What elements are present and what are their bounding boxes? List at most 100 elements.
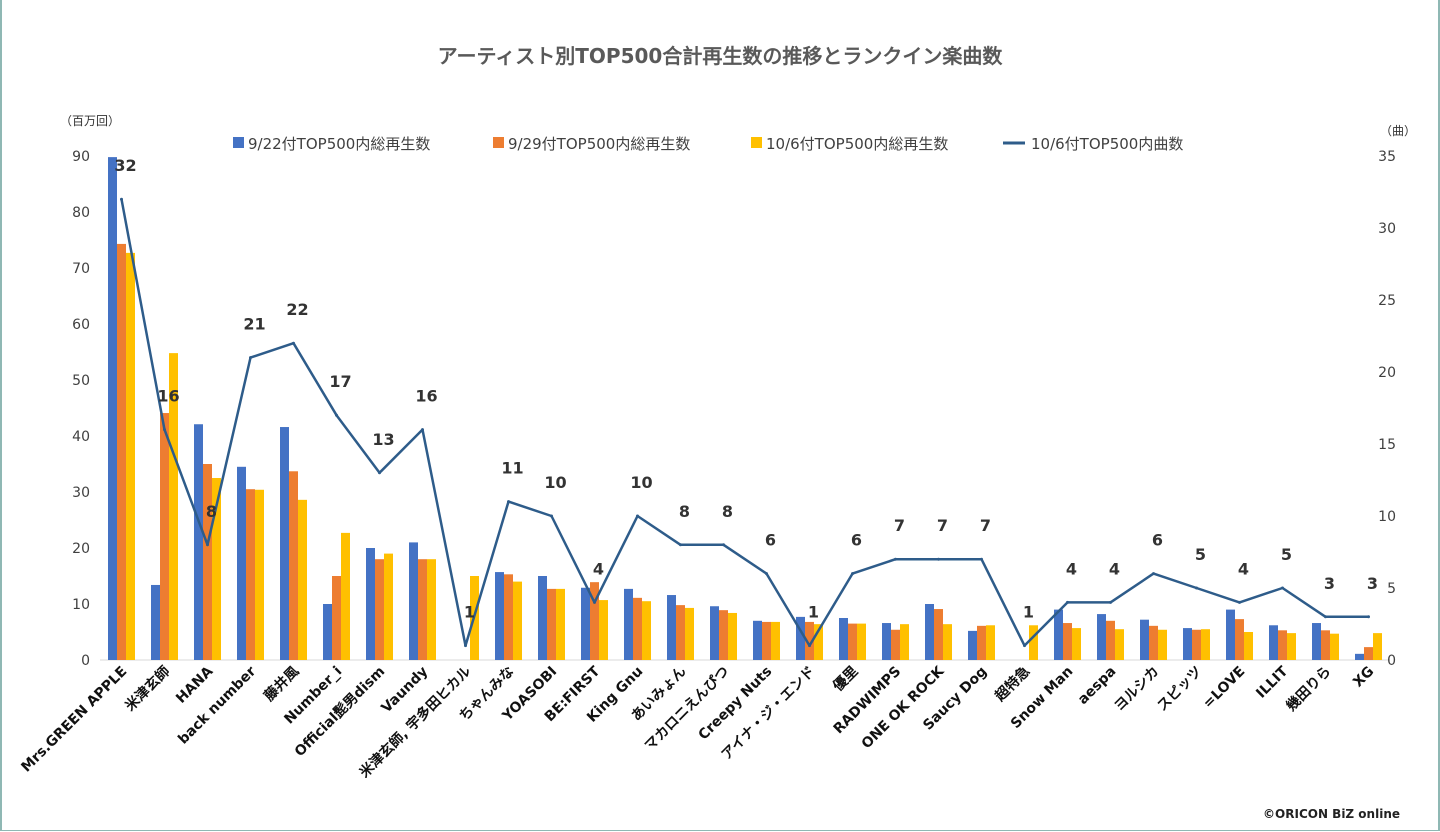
line-point: [163, 428, 166, 432]
category-label: 米津玄師: [122, 663, 174, 715]
left-tick-label: 10: [72, 597, 90, 613]
bar: [642, 601, 651, 660]
bar: [1235, 619, 1244, 660]
bar: [968, 630, 977, 660]
bar: [685, 607, 694, 660]
line-point: [937, 557, 940, 561]
data-label: 8: [722, 502, 733, 521]
line-point: [507, 500, 510, 504]
data-label: 1: [808, 603, 819, 622]
right-tick-label: 35: [1378, 149, 1396, 165]
data-label: 4: [593, 559, 604, 578]
category-label: スピッツ: [1154, 664, 1205, 715]
bar: [341, 532, 350, 660]
category-label: Creepy Nuts: [695, 664, 775, 744]
category-label: ヨルシカ: [1111, 664, 1162, 715]
bar: [925, 604, 934, 660]
bar: [581, 587, 590, 660]
bar: [676, 605, 685, 660]
line-point: [1023, 644, 1026, 648]
bar: [169, 353, 178, 660]
legend-label: 10/6付TOP500内曲数: [1031, 135, 1183, 153]
bars: [108, 157, 1382, 661]
right-tick-label: 25: [1378, 293, 1396, 309]
bar: [1201, 629, 1210, 660]
bar: [384, 553, 393, 660]
bar: [375, 559, 384, 660]
right-tick-label: 15: [1378, 437, 1396, 453]
line-point: [679, 543, 682, 547]
bar: [1158, 629, 1167, 660]
bar: [599, 600, 608, 660]
line-point: [421, 428, 424, 432]
bar: [1373, 633, 1382, 660]
data-label: 7: [937, 516, 948, 535]
bar: [151, 584, 160, 660]
bar: [547, 588, 556, 660]
line-point: [722, 543, 725, 547]
bar: [1140, 619, 1149, 660]
bar: [943, 624, 952, 660]
data-label: 22: [286, 300, 308, 319]
left-tick-label: 60: [72, 317, 90, 333]
data-label: 13: [372, 430, 394, 449]
line-point: [894, 557, 897, 561]
bar: [1312, 623, 1321, 660]
bar: [108, 157, 117, 660]
bar: [753, 620, 762, 660]
line-point: [1238, 600, 1241, 604]
category-label: Mrs.GREEN APPLE: [18, 664, 130, 776]
bar: [427, 559, 436, 660]
legend-label: 10/6付TOP500内総再生数: [766, 135, 948, 153]
data-label: 32: [114, 156, 136, 175]
category-label: 幾田りら: [1283, 663, 1335, 715]
data-label: 17: [329, 372, 351, 391]
bar: [710, 606, 719, 660]
bar: [1106, 620, 1115, 660]
bar: [1063, 623, 1072, 660]
bar: [1192, 629, 1201, 660]
data-label: 8: [206, 502, 217, 521]
line-point: [980, 557, 983, 561]
line-point: [1066, 600, 1069, 604]
data-label: 6: [765, 531, 776, 550]
category-label: ILLIT: [1253, 663, 1291, 701]
category-label: 藤井風: [261, 663, 303, 705]
data-label: 7: [894, 516, 905, 535]
data-label: 5: [1281, 545, 1292, 564]
bar: [409, 542, 418, 660]
bar: [237, 466, 246, 660]
left-tick-label: 50: [72, 373, 90, 389]
data-label: 21: [243, 315, 265, 334]
bar: [762, 621, 771, 660]
data-label: 16: [157, 387, 179, 406]
bar: [246, 489, 255, 660]
bar: [160, 413, 169, 660]
bar: [1115, 629, 1124, 660]
bar: [667, 595, 676, 660]
legend-swatch: [751, 137, 762, 148]
left-axis-unit: （百万回）: [60, 114, 120, 128]
bar: [882, 623, 891, 660]
line-point: [120, 197, 123, 201]
line-point: [249, 356, 252, 360]
right-tick-label: 5: [1387, 581, 1396, 597]
left-tick-label: 90: [72, 149, 90, 165]
bar: [495, 572, 504, 660]
right-tick-label: 10: [1378, 509, 1396, 525]
bar: [1226, 609, 1235, 660]
data-label: 3: [1367, 574, 1378, 593]
legend-swatch: [493, 137, 504, 148]
line-point: [593, 600, 596, 604]
bar: [1149, 625, 1158, 660]
bar: [538, 576, 547, 660]
bar: [418, 559, 427, 660]
legend-swatch: [233, 137, 244, 148]
data-label: 10: [544, 473, 566, 492]
category-label: =LOVE: [1200, 664, 1248, 712]
left-tick-label: 70: [72, 261, 90, 277]
line-point: [206, 543, 209, 547]
bar: [977, 625, 986, 660]
left-tick-label: 30: [72, 485, 90, 501]
